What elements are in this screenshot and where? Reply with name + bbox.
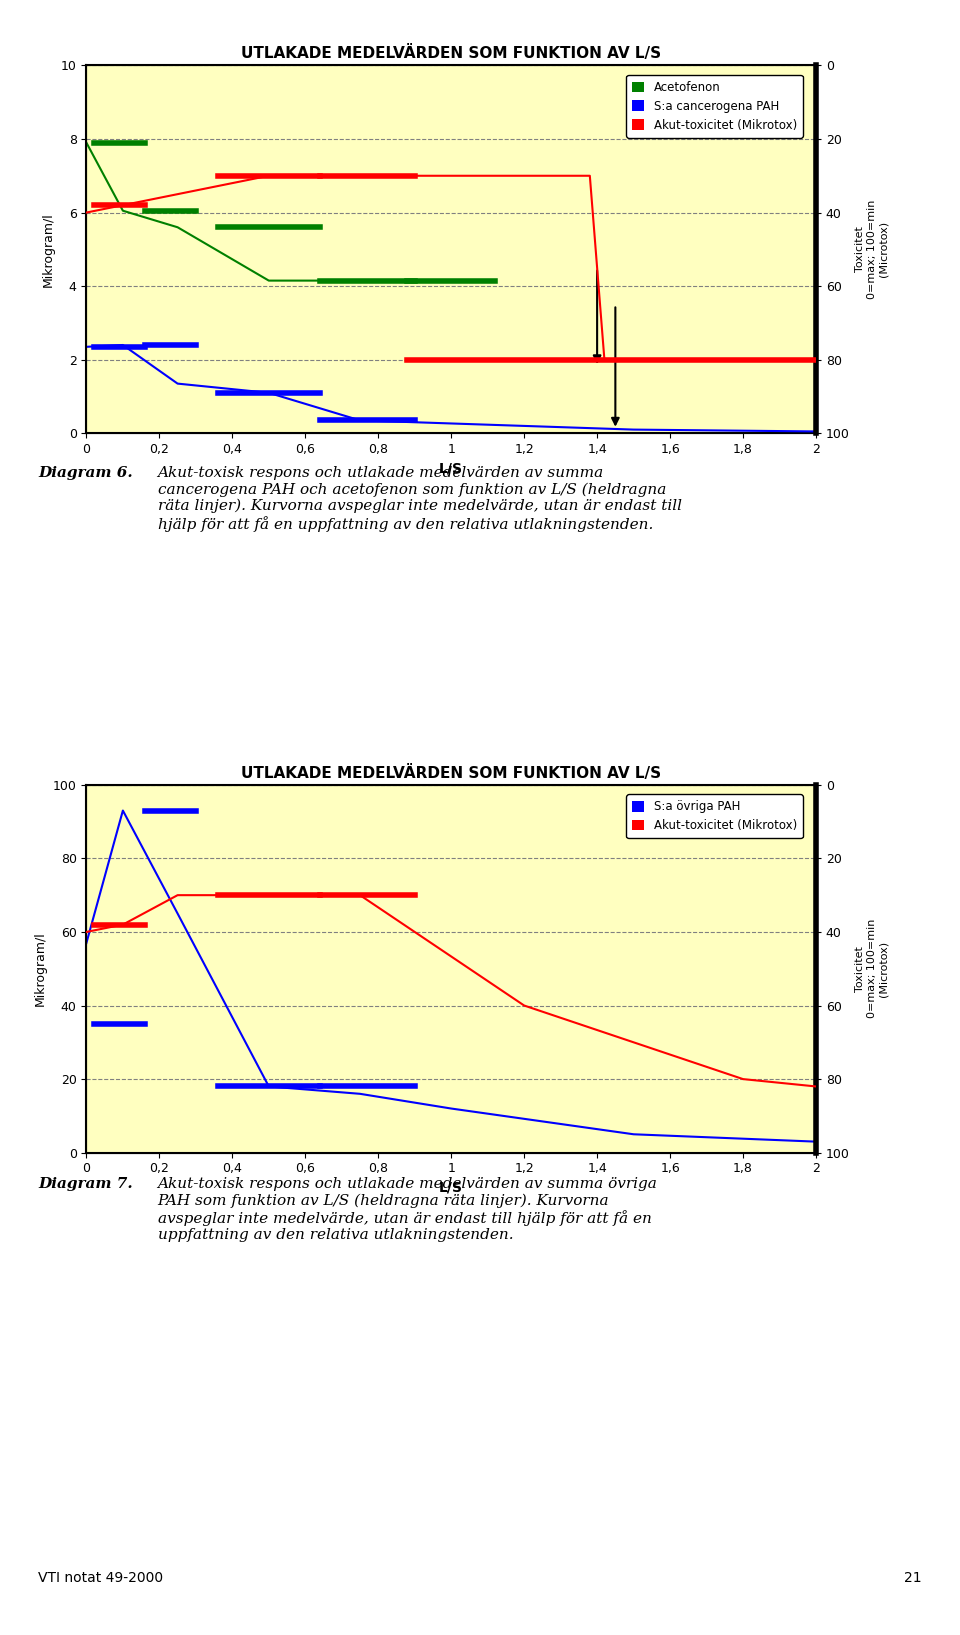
Y-axis label: Toxicitet
0=max; 100=min
(Microtox): Toxicitet 0=max; 100=min (Microtox) — [855, 919, 888, 1019]
Legend: Acetofenon, S:a cancerogena PAH, Akut-toxicitet (Mikrotox): Acetofenon, S:a cancerogena PAH, Akut-to… — [627, 75, 803, 137]
Y-axis label: Mikrogram/l: Mikrogram/l — [35, 932, 47, 1006]
Text: Diagram 6.: Diagram 6. — [38, 466, 133, 481]
Text: VTI notat 49-2000: VTI notat 49-2000 — [38, 1571, 163, 1584]
Legend: S:a övriga PAH, Akut-toxicitet (Mikrotox): S:a övriga PAH, Akut-toxicitet (Mikrotox… — [627, 795, 803, 839]
Text: Diagram 7.: Diagram 7. — [38, 1177, 133, 1192]
Y-axis label: Mikrogram/l: Mikrogram/l — [42, 213, 56, 286]
Text: 21: 21 — [904, 1571, 922, 1584]
Title: UTLAKADE MEDELVÄRDEN SOM FUNKTION AV L/S: UTLAKADE MEDELVÄRDEN SOM FUNKTION AV L/S — [241, 46, 661, 62]
Title: UTLAKADE MEDELVÄRDEN SOM FUNKTION AV L/S: UTLAKADE MEDELVÄRDEN SOM FUNKTION AV L/S — [241, 765, 661, 782]
Text: Akut-toxisk respons och utlakade medelvärden av summa
cancerogena PAH och acetof: Akut-toxisk respons och utlakade medelvä… — [157, 466, 682, 531]
Y-axis label: Toxicitet
0=max; 100=min
(Microtox): Toxicitet 0=max; 100=min (Microtox) — [855, 199, 888, 299]
Text: Akut-toxisk respons och utlakade medelvärden av summa övriga
PAH som funktion av: Akut-toxisk respons och utlakade medelvä… — [157, 1177, 658, 1243]
X-axis label: L/S: L/S — [439, 461, 463, 476]
X-axis label: L/S: L/S — [439, 1180, 463, 1195]
